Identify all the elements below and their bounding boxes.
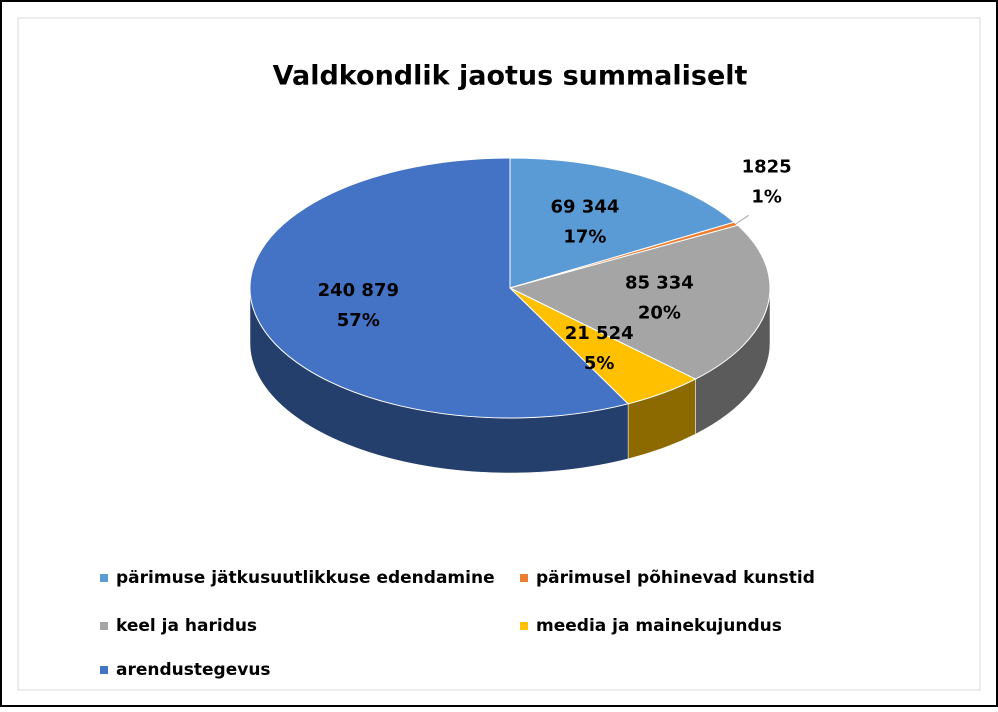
value-label: 21 524 <box>565 323 634 344</box>
value-label: 69 344 <box>550 197 619 218</box>
percent-label: 1% <box>751 186 782 207</box>
pie-slice <box>509 157 736 289</box>
legend-label: pärimuse jätkusuutlikkuse edendamine <box>116 568 495 588</box>
percent-label: 20% <box>638 302 681 323</box>
legend-label: pärimusel põhinevad kunstid <box>536 568 815 588</box>
leader-line <box>735 214 749 225</box>
value-label: 1825 <box>742 156 792 177</box>
value-label: 240 879 <box>318 280 399 301</box>
legend-label: arendustegevus <box>116 660 271 680</box>
percent-label: 5% <box>584 353 615 374</box>
pie-slice <box>249 157 630 419</box>
legend-label: meedia ja mainekujundus <box>536 616 782 636</box>
pie-slice <box>508 224 771 380</box>
legend-swatch <box>100 574 108 582</box>
percent-label: 17% <box>563 227 606 248</box>
percent-label: 57% <box>337 310 380 331</box>
chart-title: Valdkondlik jaotus summaliselt <box>273 61 748 92</box>
legend-swatch <box>100 666 108 674</box>
legend-swatch <box>520 622 528 630</box>
legend-label: keel ja haridus <box>116 616 257 636</box>
value-label: 85 334 <box>625 272 694 293</box>
legend-swatch <box>100 622 108 630</box>
legend-swatch <box>520 574 528 582</box>
